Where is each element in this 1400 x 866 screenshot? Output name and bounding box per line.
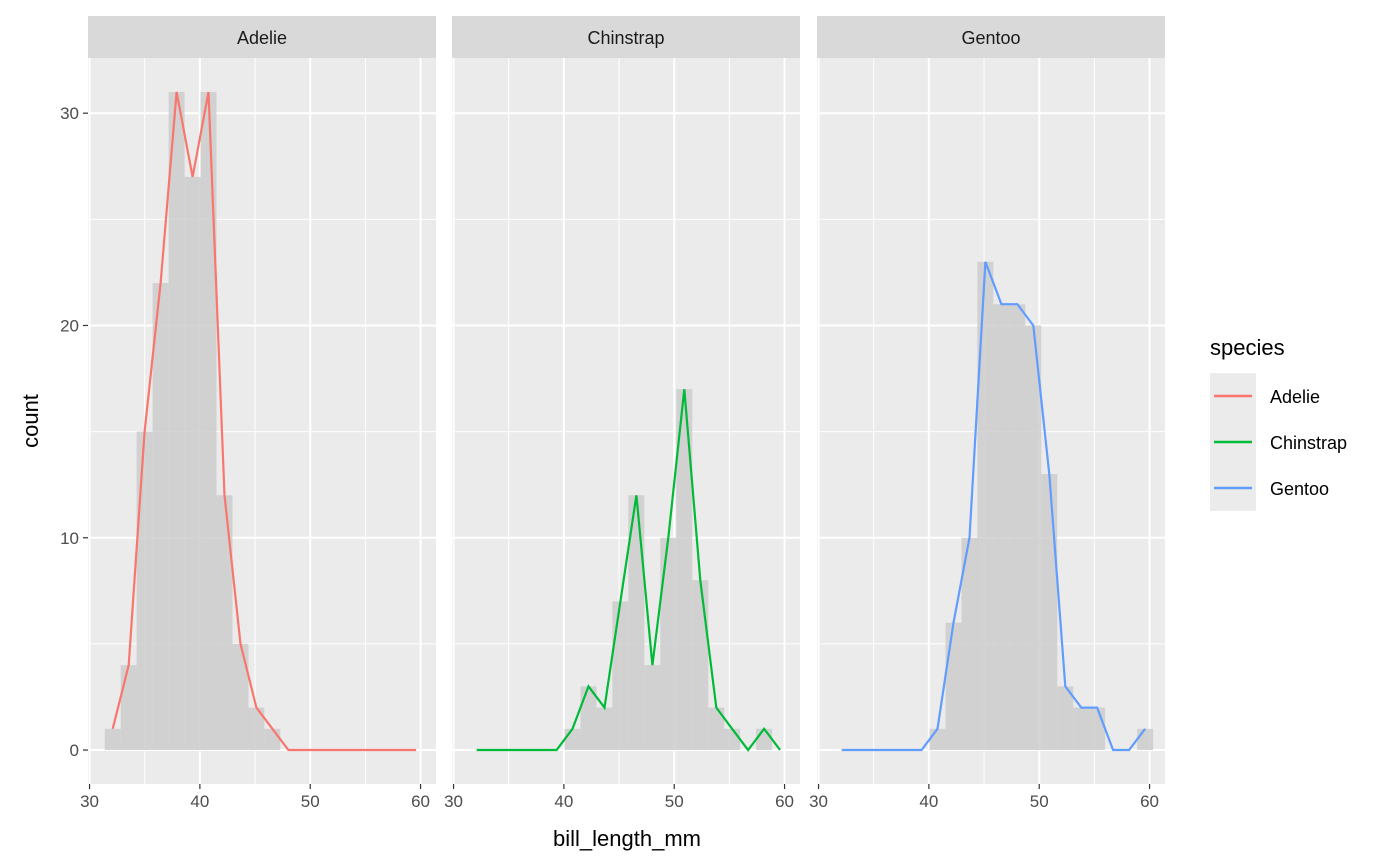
histogram-bar — [264, 728, 281, 751]
x-tick-label: 30 — [444, 792, 463, 811]
histogram-bar — [136, 431, 153, 751]
histogram-bar — [596, 707, 613, 751]
facet-panel-gentoo: Gentoo 30 40 50 60 — [809, 16, 1165, 811]
histogram-bar — [961, 537, 978, 751]
histogram-bar — [628, 495, 645, 751]
y-tick-label: 0 — [70, 741, 79, 760]
histogram-bar — [756, 728, 773, 751]
histogram-bar — [1089, 707, 1106, 751]
histogram-bar — [104, 728, 121, 751]
x-axis-title: bill_length_mm — [553, 826, 701, 851]
facet-strip-label: Gentoo — [961, 28, 1020, 48]
y-tick-label: 20 — [60, 316, 79, 335]
histogram-bar — [120, 665, 137, 751]
legend-label: Gentoo — [1270, 479, 1329, 499]
x-tick-label: 40 — [190, 792, 209, 811]
facet-panel-adelie: Adelie 30 40 50 60 0 10 20 30 — [60, 16, 436, 811]
x-tick-label: 60 — [1140, 792, 1159, 811]
x-tick-label: 50 — [665, 792, 684, 811]
y-axis-title: count — [18, 394, 43, 448]
x-tick-label: 50 — [1030, 792, 1049, 811]
facet-strip — [452, 16, 800, 58]
x-tick-label: 40 — [554, 792, 573, 811]
histogram-bar — [1009, 304, 1026, 751]
histogram-bar — [168, 91, 185, 751]
histogram-bar — [612, 601, 629, 751]
facet-strip — [817, 16, 1165, 58]
legend-label: Adelie — [1270, 387, 1320, 407]
histogram-bar — [708, 707, 725, 751]
facet-panel-chinstrap: Chinstrap 30 40 50 60 — [444, 16, 800, 811]
histogram-bar — [724, 728, 741, 751]
histogram-bar — [692, 580, 709, 751]
histogram-bar — [232, 643, 249, 751]
facet-strip-label: Chinstrap — [587, 28, 664, 48]
x-tick-label: 60 — [411, 792, 430, 811]
freqpoly-line-gentoo — [841, 261, 1146, 752]
facet-strip — [88, 16, 436, 58]
y-tick-label: 10 — [60, 529, 79, 548]
histogram-bar — [660, 537, 677, 751]
histogram-bar — [945, 622, 962, 751]
x-tick-label: 30 — [80, 792, 99, 811]
histogram-bar — [644, 665, 661, 751]
histogram-bar — [580, 686, 597, 751]
histogram-bar — [564, 728, 581, 751]
histogram-bar — [200, 91, 217, 751]
freqpoly-line-adelie — [111, 91, 417, 752]
histogram-bar — [1073, 707, 1090, 751]
histogram-bar — [1137, 728, 1154, 751]
histogram-bar — [184, 176, 201, 751]
x-tick-label: 50 — [301, 792, 320, 811]
x-tick-label: 30 — [809, 792, 828, 811]
legend-title: species — [1210, 335, 1285, 360]
legend: species Adelie Chinstrap Gentoo — [1210, 335, 1347, 511]
legend-label: Chinstrap — [1270, 433, 1347, 453]
x-tick-label: 60 — [775, 792, 794, 811]
histogram-bar — [993, 304, 1010, 751]
y-tick-label: 30 — [60, 104, 79, 123]
histogram-bar — [929, 728, 946, 751]
histogram-bar — [1041, 474, 1058, 751]
histogram-bar — [676, 389, 693, 751]
histogram-bar — [1025, 325, 1042, 751]
histogram-bar — [152, 283, 169, 751]
histogram-bar — [248, 707, 265, 751]
facet-strip-label: Adelie — [237, 28, 287, 48]
histogram-bar — [216, 495, 233, 751]
histogram-bar — [1057, 686, 1074, 751]
freqpoly-line-chinstrap — [476, 389, 781, 752]
x-tick-label: 40 — [919, 792, 938, 811]
histogram-bar — [977, 261, 994, 751]
